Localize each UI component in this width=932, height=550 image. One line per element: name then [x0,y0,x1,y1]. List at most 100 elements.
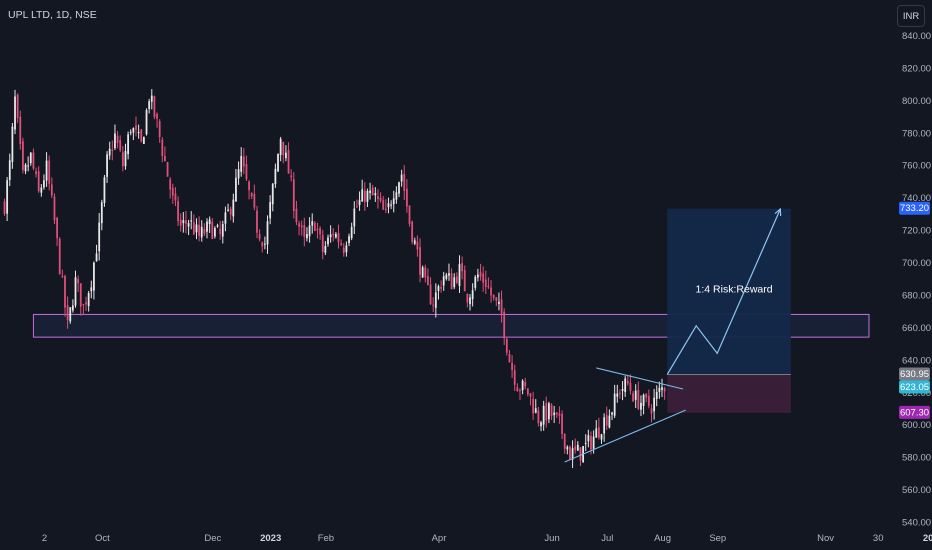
candle [408,205,411,227]
triangle-upper-trendline[interactable] [596,367,684,390]
candle-body [29,152,32,164]
y-tick-label: 720.00 [902,226,931,237]
candle-body [187,223,190,227]
candle [371,184,374,196]
candle [474,275,477,291]
candle [295,200,298,226]
candle [498,292,500,311]
candle [85,296,87,311]
currency-button[interactable]: INR [897,5,925,27]
candle-body [429,284,432,305]
candle-body [16,94,19,119]
candle-body [571,448,574,460]
candle [508,350,511,363]
candle-body [655,391,658,399]
candle [48,155,51,191]
candle [111,140,114,161]
triangle-lower-trendline[interactable] [564,409,686,463]
candle-body [279,138,282,155]
candle [608,409,611,429]
y-tick-label: 800.00 [902,96,931,107]
candle [250,192,253,199]
candle-body [40,187,43,193]
price-label-bg [899,380,930,394]
candle [261,241,264,253]
candle-body [8,160,11,180]
x-tick-label: Jun [544,533,559,544]
candle-body [576,444,579,451]
candle [292,172,295,219]
price-axis[interactable]: 540.00560.00580.00600.00620.00640.00660.… [902,31,931,529]
trendlines-layer[interactable] [564,207,782,463]
candle-body [164,156,166,161]
candle [258,229,261,242]
candle-body [390,204,393,206]
candle-body [337,233,340,243]
candle [550,403,553,420]
candle-body [358,200,361,206]
candle [419,238,421,283]
candle-body [608,415,611,428]
candle-body [300,225,303,228]
candle-body [382,200,385,210]
candle [11,122,14,169]
candle [574,438,577,454]
candle-body [534,408,537,413]
candle-body [495,297,498,301]
x-tick-label: Nov [817,533,834,544]
candle-body [158,121,161,137]
candle-body [603,417,606,434]
price-label-bg [899,367,930,381]
candle-body [574,446,577,450]
candle-body [190,220,193,222]
candle-body [500,299,503,314]
candle-body [521,380,524,391]
candle [463,265,466,292]
candle [274,163,277,188]
time-axis[interactable]: 2 Oct Dec 2023 Feb Apr Jun Jul Aug Sep Nov 30 2024 [42,533,932,544]
candle [587,429,590,448]
y-tick-label: 640.00 [902,355,931,366]
candle-body [166,162,169,177]
candle [387,197,390,214]
support-zone-layer [32,313,870,338]
candle-body [192,222,195,235]
candle-body [295,208,298,223]
projection-path[interactable] [666,208,781,375]
candle-body [100,202,103,224]
candle [253,184,256,211]
candle-body [363,190,366,203]
candle [174,187,177,207]
price-label: 607.30 [899,405,930,419]
candle [345,241,348,257]
candle [540,420,542,432]
candle [116,130,119,149]
candle-body [508,353,511,363]
stop-zone[interactable] [667,374,791,413]
long-position-layer[interactable] [667,208,791,413]
candle-body [98,222,101,252]
candle-body [611,412,613,415]
candle-body [174,193,177,201]
target-zone[interactable] [667,208,791,375]
candle [642,393,645,415]
candle [132,127,135,141]
candle-body [661,387,663,390]
candle-body [413,240,416,244]
candle [229,206,232,221]
candle [597,417,600,440]
candle-body [206,221,208,232]
candle-body [597,427,600,438]
candle [16,93,19,124]
candle-body [587,435,590,442]
candle-body [208,219,211,225]
candle-body [106,154,108,177]
candle [169,177,172,199]
candle-body [477,274,479,278]
annotation-layer: 1:4 Risk:Reward [696,283,773,295]
support-zone-rect[interactable] [32,313,870,338]
candle [313,220,316,232]
candle [145,108,148,136]
candle [619,389,621,399]
